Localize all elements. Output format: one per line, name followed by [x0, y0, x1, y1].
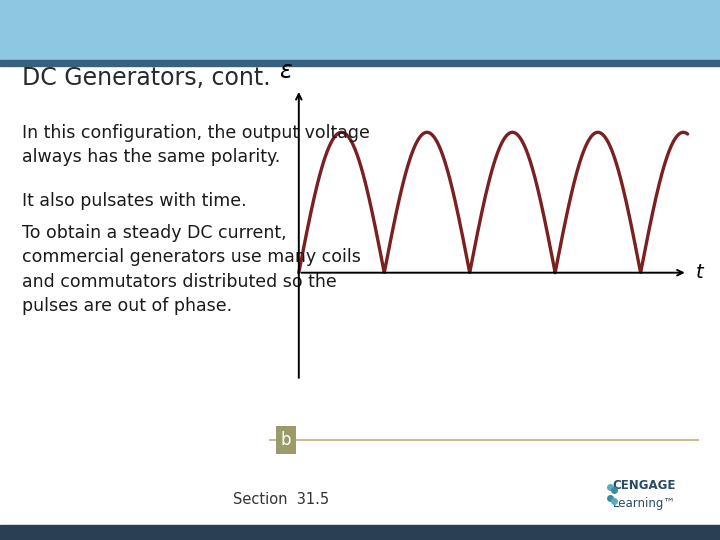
Text: DC Generators, cont.: DC Generators, cont.	[22, 66, 270, 90]
Text: ε: ε	[279, 59, 292, 83]
Text: CENGAGE: CENGAGE	[613, 480, 676, 492]
Text: In this configuration, the output voltage
always has the same polarity.: In this configuration, the output voltag…	[22, 124, 369, 166]
Bar	[0, 525, 720, 540]
Text: To obtain a steady DC current,
commercial generators use many coils
and commutat: To obtain a steady DC current, commercia…	[22, 224, 361, 315]
Text: It also pulsates with time.: It also pulsates with time.	[22, 192, 246, 210]
Text: t: t	[696, 263, 704, 282]
Text: b: b	[281, 431, 291, 449]
Text: Learning™: Learning™	[613, 497, 676, 510]
Text: Section  31.5: Section 31.5	[233, 492, 329, 507]
Bar	[0, 0, 720, 62]
Bar	[0, 60, 720, 66]
